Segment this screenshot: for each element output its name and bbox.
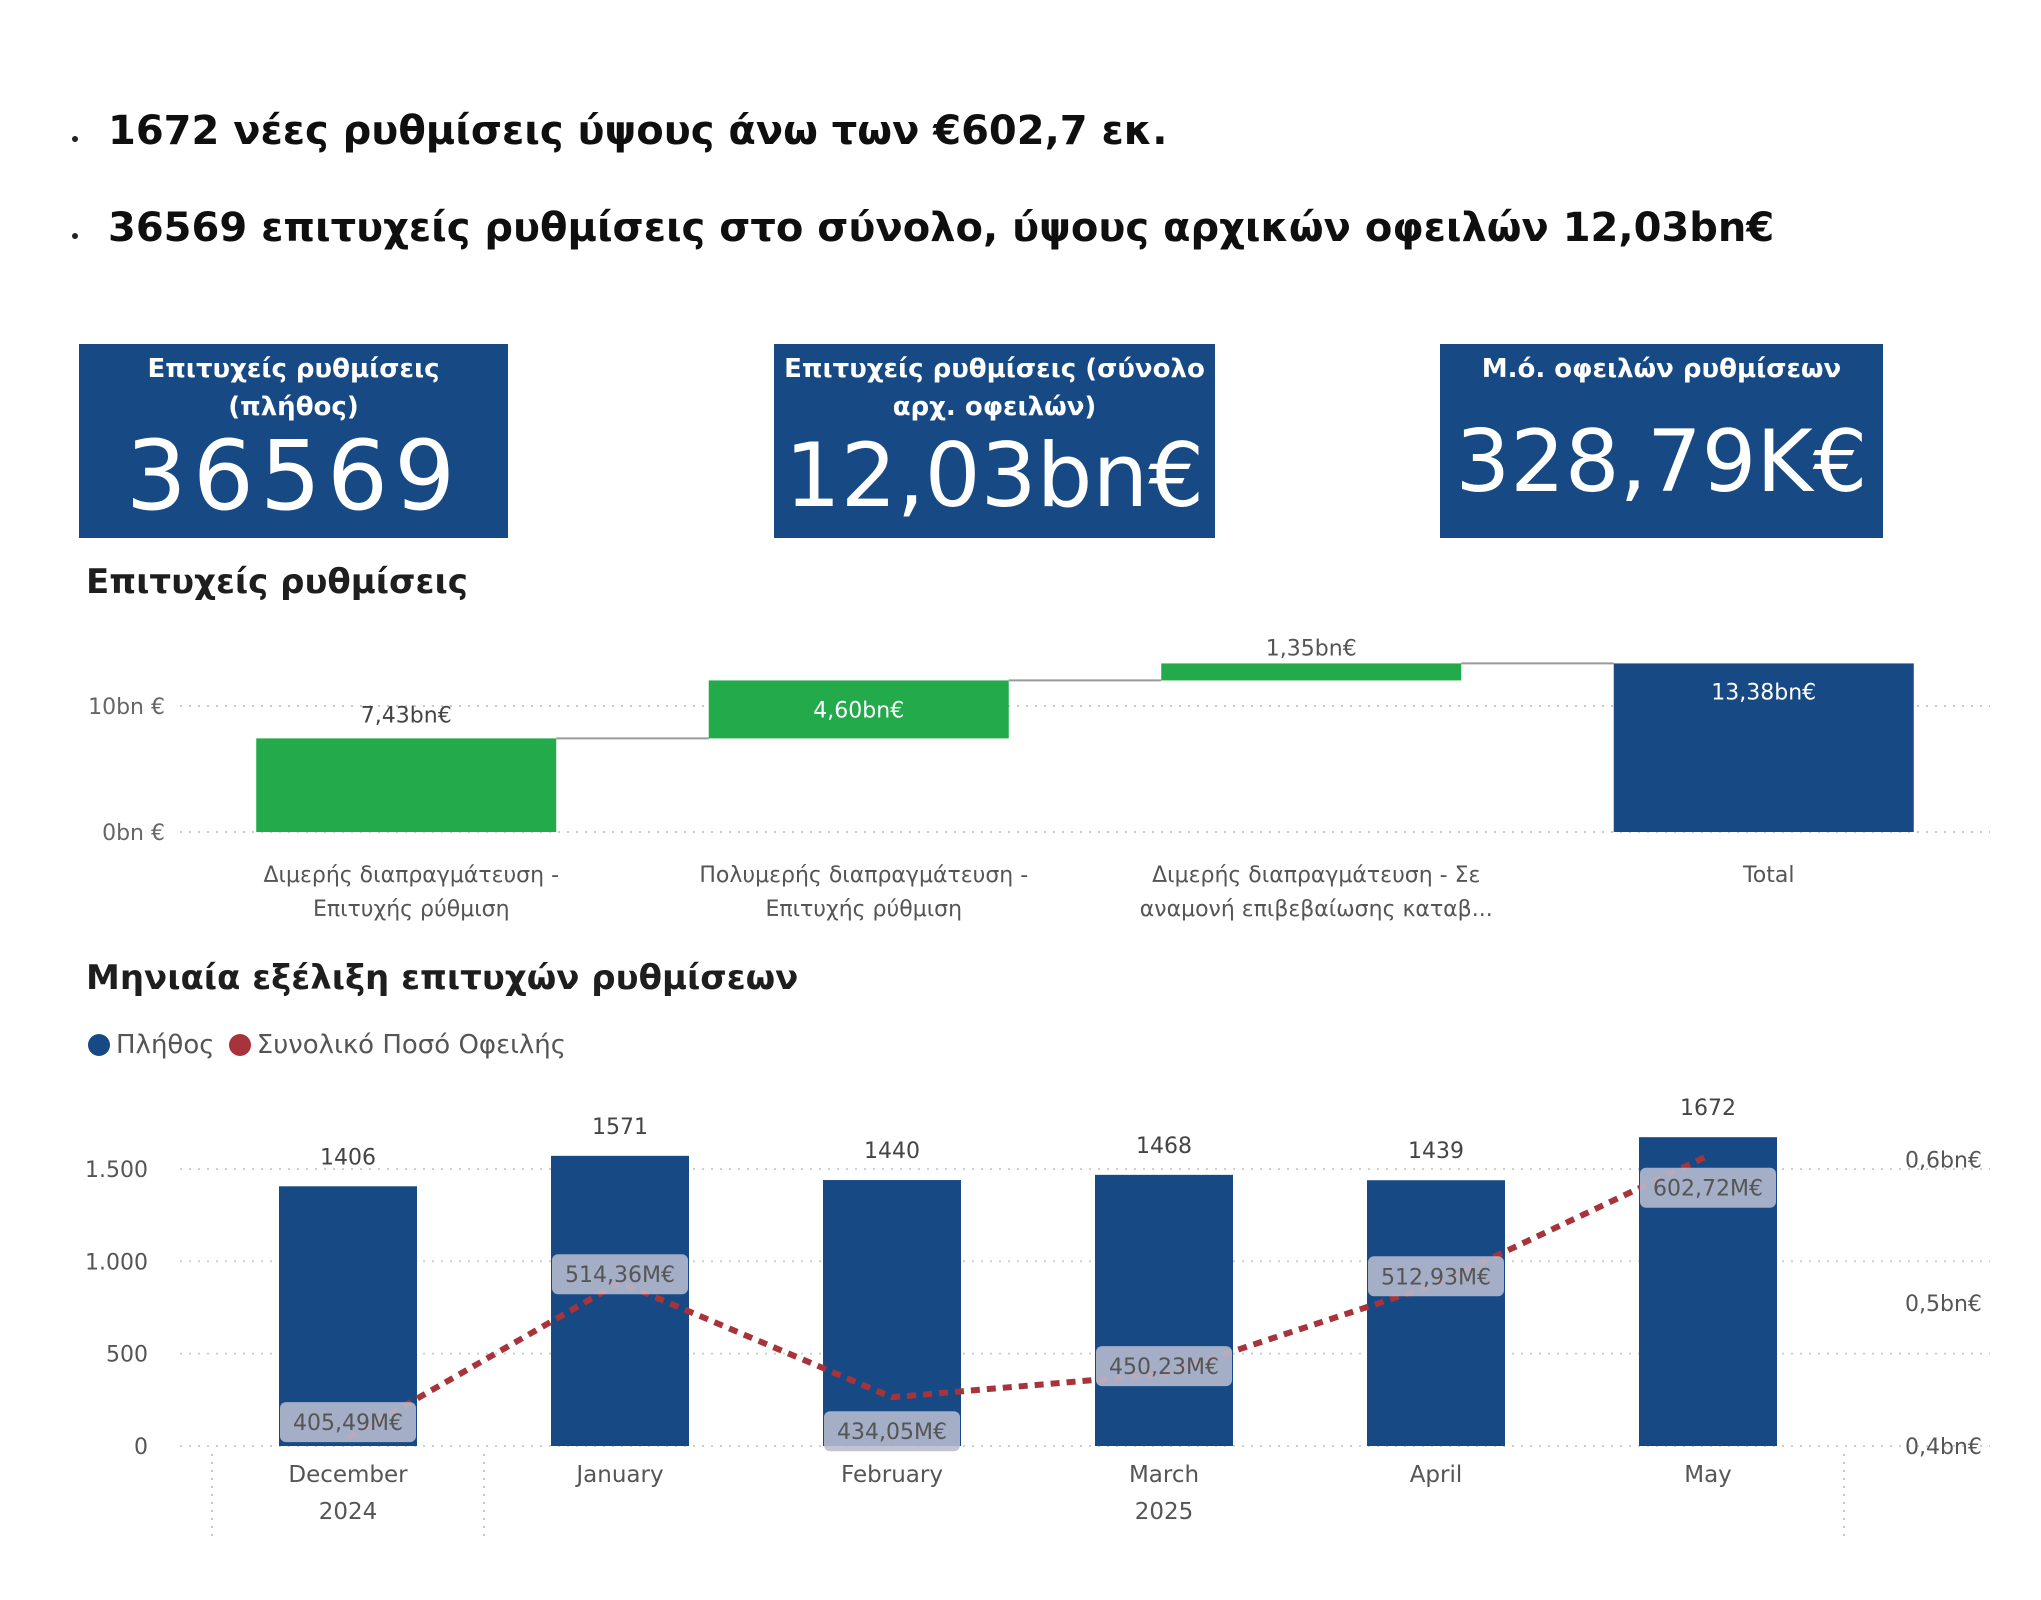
y-left-tick-label: 0 bbox=[134, 1435, 148, 1460]
legend-amount-label: Συνολικό Ποσό Οφειλής bbox=[256, 1030, 567, 1060]
bar-data-label: 1672 bbox=[1680, 1096, 1736, 1121]
kpi-card-count: Επιτυχείς ρυθμίσεις (πλήθος) 36569 bbox=[79, 344, 508, 538]
kpi-card-count-value: 36569 bbox=[125, 420, 462, 532]
bullet-2-text: 36569 επιτυχείς ρυθμίσεις στο σύνολο, ύψ… bbox=[108, 205, 1775, 251]
year-label: 2024 bbox=[319, 1499, 378, 1525]
bullet-dot bbox=[72, 136, 78, 142]
line-data-label-box bbox=[280, 1402, 416, 1443]
line-data-label-box bbox=[1640, 1167, 1776, 1208]
line-data-label: 512,93M€ bbox=[1381, 1265, 1491, 1290]
monthly-bar bbox=[823, 1180, 961, 1446]
legend-count-label: Πλήθος bbox=[116, 1030, 215, 1060]
kpi-card-total-debt: Επιτυχείς ρυθμίσεις (σύνολο αρχ. οφειλών… bbox=[774, 344, 1215, 538]
x-category-label: Επιτυχής ρύθμιση bbox=[765, 897, 962, 922]
line-data-label: 602,72M€ bbox=[1653, 1177, 1763, 1202]
legend-count-marker bbox=[88, 1034, 110, 1056]
waterfall-bar bbox=[1161, 663, 1462, 681]
line-data-label-box bbox=[552, 1254, 688, 1295]
waterfall-bar bbox=[256, 738, 557, 832]
bar-data-label: 1440 bbox=[864, 1139, 920, 1164]
x-category-label: Διμερής διαπραγμάτευση - bbox=[263, 863, 559, 888]
waterfall-bar bbox=[708, 680, 1009, 739]
waterfall-data-label: 7,43bn€ bbox=[361, 703, 452, 728]
line-data-label-box bbox=[824, 1411, 960, 1452]
y-left-tick-label: 500 bbox=[106, 1343, 148, 1368]
y-right-tick-label: 0,6bn€ bbox=[1905, 1149, 1982, 1174]
kpi-card-average-debt: Μ.ό. οφειλών ρυθμίσεων 328,79K€ bbox=[1440, 344, 1883, 538]
waterfall-chart-title: Επιτυχείς ρυθμίσεις bbox=[86, 562, 468, 602]
bar-data-label: 1468 bbox=[1136, 1134, 1192, 1159]
y-right-tick-label: 0,4bn€ bbox=[1905, 1435, 1982, 1460]
kpi-card-average-debt-label: Μ.ό. οφειλών ρυθμίσεων bbox=[1440, 344, 1883, 388]
y-tick-label: 10bn € bbox=[88, 695, 165, 720]
x-category-label: April bbox=[1410, 1462, 1463, 1488]
line-data-label-box bbox=[1368, 1256, 1504, 1297]
monthly-bar bbox=[1367, 1180, 1505, 1446]
line-data-label: 405,49M€ bbox=[293, 1411, 403, 1436]
kpi-label-line1: Επιτυχείς ρυθμίσεις bbox=[147, 354, 440, 384]
bullet-dot bbox=[72, 233, 78, 239]
bar-data-label: 1406 bbox=[320, 1145, 376, 1170]
y-left-tick-label: 1.500 bbox=[85, 1158, 148, 1183]
x-category-label: Total bbox=[1742, 863, 1794, 888]
waterfall-chart: 0bn € 10bn € 7,43bn€ Διμερής διαπραγμάτευση… bbox=[88, 636, 1990, 922]
waterfall-data-label: 4,60bn€ bbox=[813, 698, 904, 723]
y-tick-label: 0bn € bbox=[102, 821, 165, 846]
year-label: 2025 bbox=[1135, 1499, 1194, 1525]
kpi-card-total-debt-label: Επιτυχείς ρυθμίσεις (σύνολο αρχ. οφειλών… bbox=[774, 344, 1215, 426]
x-category-label: January bbox=[574, 1462, 663, 1488]
y-left-tick-label: 1.000 bbox=[85, 1250, 148, 1275]
monthly-bar bbox=[551, 1155, 689, 1446]
monthly-chart-title: Μηνιαία εξέλιξη επιτυχών ρυθμίσεων bbox=[86, 958, 799, 998]
monthly-chart-legend: Πλήθος Συνολικό Ποσό Οφειλής bbox=[88, 1030, 572, 1063]
y-right-tick-label: 0,5bn€ bbox=[1905, 1292, 1982, 1317]
x-category-label: αναμονή επιβεβαίωσης καταβ... bbox=[1140, 897, 1493, 922]
waterfall-data-label: 1,35bn€ bbox=[1266, 636, 1357, 661]
x-category-label: Διμερής διαπραγμάτευση - Σε bbox=[1152, 863, 1480, 888]
waterfall-bar bbox=[1613, 663, 1914, 832]
x-category-label: March bbox=[1129, 1462, 1199, 1488]
line-data-label: 450,23M€ bbox=[1109, 1355, 1219, 1380]
x-category-label: December bbox=[288, 1462, 408, 1488]
line-data-label: 514,36M€ bbox=[565, 1263, 675, 1288]
waterfall-data-label: 13,38bn€ bbox=[1711, 680, 1816, 705]
line-data-label: 434,05M€ bbox=[837, 1420, 947, 1445]
bar-data-label: 1571 bbox=[592, 1115, 648, 1140]
legend-item-count[interactable]: Πλήθος bbox=[88, 1030, 215, 1060]
legend-amount-marker bbox=[228, 1034, 251, 1056]
x-category-label: Πολυμερής διαπραγμάτευση - bbox=[699, 863, 1028, 888]
kpi-card-total-debt-value: 12,03bn€ bbox=[784, 424, 1205, 527]
line-data-label-box bbox=[1096, 1346, 1232, 1387]
monthly-bar bbox=[1095, 1174, 1233, 1446]
x-category-label: February bbox=[841, 1462, 943, 1488]
kpi-label-line1: Μ.ό. οφειλών ρυθμίσεων bbox=[1481, 354, 1842, 384]
kpi-label-line2: (πλήθος) bbox=[228, 392, 359, 422]
bar-data-label: 1439 bbox=[1408, 1139, 1464, 1164]
bullet-1-text: 1672 νέες ρυθμίσεις ύψους άνω των €602,7… bbox=[108, 108, 1168, 154]
x-category-label: May bbox=[1684, 1462, 1732, 1488]
legend-item-amount[interactable]: Συνολικό Ποσό Οφειλής bbox=[228, 1030, 567, 1060]
x-category-label: Επιτυχής ρύθμιση bbox=[313, 897, 510, 922]
monthly-combo-chart: 0 500 1.000 1.500 0,4bn€ 0,5bn€ 0,6bn€ 1406 1571… bbox=[85, 1096, 1990, 1538]
kpi-card-count-label: Επιτυχείς ρυθμίσεις (πλήθος) bbox=[79, 344, 508, 426]
kpi-card-average-debt-value: 328,79K€ bbox=[1455, 412, 1868, 512]
kpi-label-line2: αρχ. οφειλών) bbox=[892, 392, 1097, 422]
kpi-label-line1: Επιτυχείς ρυθμίσεις (σύνολο bbox=[784, 354, 1205, 384]
